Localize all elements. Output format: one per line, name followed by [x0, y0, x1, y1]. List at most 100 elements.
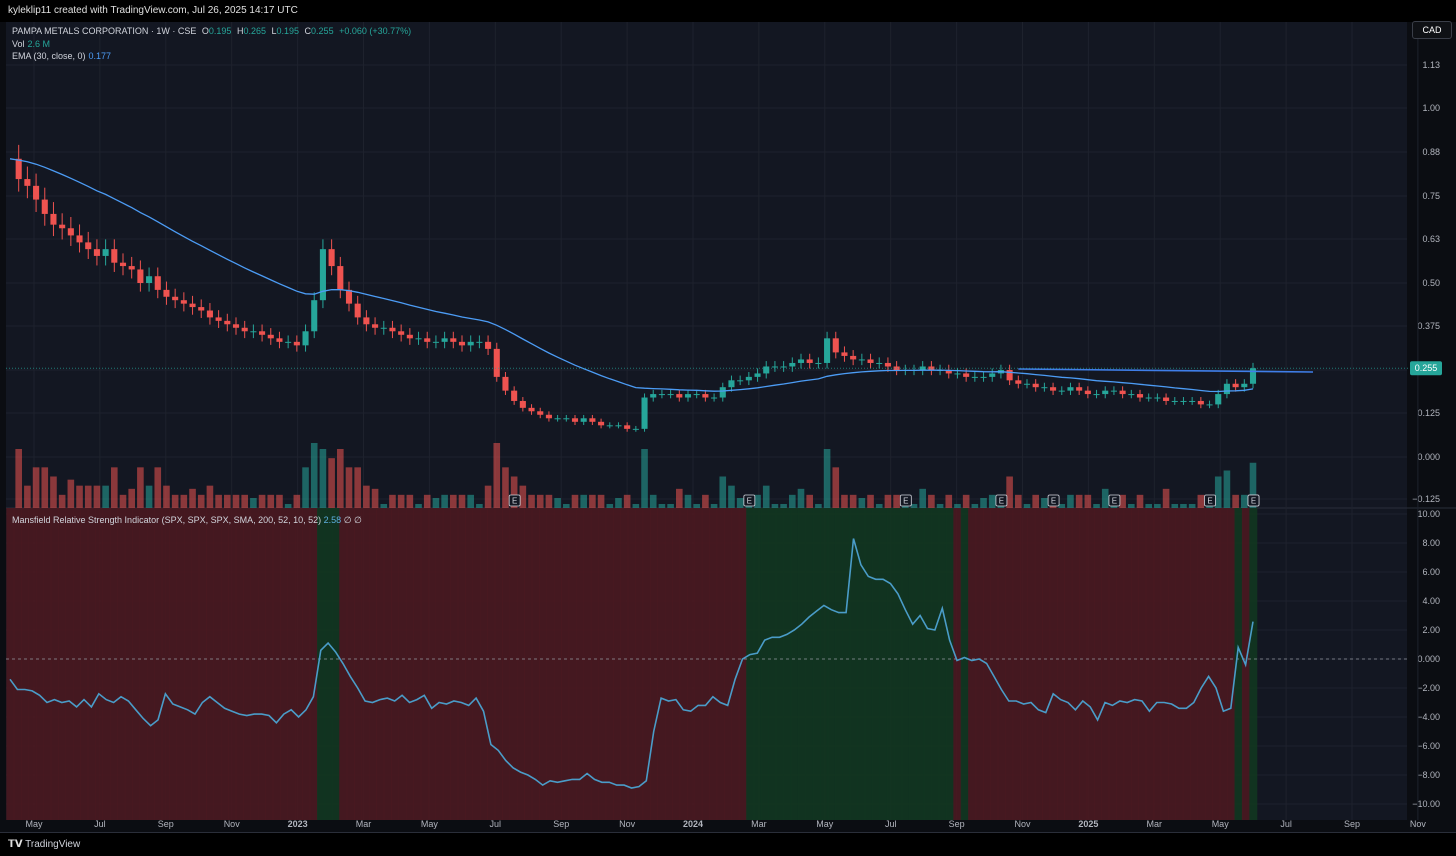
volume-bar — [676, 488, 683, 508]
indicator-axis-tick: 10.00 — [1417, 509, 1440, 519]
earnings-marker — [743, 494, 756, 507]
time-axis-tick: Nov — [224, 819, 241, 829]
candle-body — [259, 331, 266, 335]
rs-zone — [213, 508, 222, 820]
volume-bar — [137, 467, 144, 508]
volume-bar — [606, 504, 614, 508]
volume-bar — [467, 494, 474, 508]
rs-zone — [331, 508, 340, 820]
rs-zone — [849, 508, 858, 820]
candle-body — [172, 296, 179, 301]
time-axis-tick: Nov — [1410, 819, 1427, 829]
rs-zone — [487, 508, 496, 820]
volume-bar — [519, 485, 527, 508]
volume-bar — [397, 494, 405, 508]
volume-bar — [815, 504, 822, 508]
candle-body — [528, 407, 535, 412]
candle-body — [632, 428, 639, 430]
candle-body — [502, 376, 509, 391]
earnings-marker — [995, 494, 1008, 507]
attribution-text: kyleklip11 created with TradingView.com,… — [8, 5, 298, 16]
candle-body — [485, 341, 492, 349]
volume-label[interactable]: Vol — [12, 38, 25, 49]
candle-body — [363, 317, 370, 325]
rs-zone — [1182, 508, 1191, 820]
rs-zone — [731, 508, 740, 820]
time-axis-tick: Jul — [885, 819, 897, 829]
rs-zone — [1101, 508, 1110, 820]
rs-zone — [1116, 508, 1125, 820]
rs-zone — [272, 508, 281, 820]
earnings-marker-label: E — [512, 497, 517, 506]
volume-bar — [641, 449, 648, 508]
rs-zone — [413, 508, 422, 820]
rs-zone — [723, 508, 732, 820]
volume-bar — [667, 504, 674, 508]
candle-body — [728, 380, 735, 388]
volume-bar — [1058, 504, 1066, 508]
rs-zone — [405, 508, 414, 820]
candle-body — [1093, 394, 1100, 396]
indicator-axis-tick: −2.00 — [1417, 683, 1440, 693]
earnings-marker-label: E — [999, 497, 1004, 506]
rs-zone — [805, 508, 814, 820]
candle-body — [771, 366, 778, 368]
volume-bar — [276, 494, 283, 508]
candle-body — [676, 394, 683, 398]
indicator-value: 2.58 — [323, 515, 342, 525]
open-label: O — [201, 26, 209, 36]
rs-zone — [324, 508, 333, 820]
volume-bar — [1188, 504, 1196, 508]
volume-bar — [1023, 504, 1031, 508]
candle-body — [345, 289, 353, 304]
chart-canvas[interactable]: 1.131.000.880.750.630.500.3750.2500.1250… — [0, 22, 1456, 832]
rs-zone — [87, 508, 96, 820]
candle-body — [1041, 387, 1048, 389]
main-pane-background — [6, 22, 1407, 508]
candle-body — [919, 366, 926, 370]
volume-bar — [232, 494, 240, 508]
candle-body — [1232, 383, 1239, 388]
tradingview-logo-icon[interactable]: 𝗧𝗩 — [8, 839, 23, 850]
candle-body — [580, 418, 587, 422]
rs-zone — [1049, 508, 1058, 820]
currency-button[interactable]: CAD — [1412, 21, 1452, 39]
candle-body — [615, 425, 622, 427]
candle-body — [945, 370, 952, 374]
rs-zone — [642, 508, 651, 820]
volume-bar — [875, 504, 883, 508]
volume-bar — [597, 494, 605, 508]
candle-body — [989, 373, 996, 377]
rs-zone — [613, 508, 622, 820]
trend-line — [1018, 368, 1314, 373]
candle-body — [1145, 397, 1152, 399]
time-axis-tick: Mar — [751, 819, 767, 829]
rs-zone — [450, 508, 459, 820]
volume-bar — [554, 498, 561, 508]
volume-bar — [215, 494, 222, 508]
candle-body — [702, 394, 709, 398]
rs-zone — [109, 508, 118, 820]
rs-zone — [753, 508, 762, 820]
volume-bar — [302, 467, 309, 508]
price-axis-tick: 1.00 — [1422, 103, 1440, 113]
rs-zone — [1093, 508, 1102, 820]
time-axis-tick: 2025 — [1078, 819, 1098, 829]
ema-label[interactable]: EMA (30, close, 0) — [12, 51, 86, 61]
symbol-name[interactable]: PAMPA METALS CORPORATION · 1W · CSE — [12, 26, 197, 36]
candle-body — [1163, 397, 1170, 401]
rs-zone — [1197, 508, 1206, 820]
rs-zone — [775, 508, 784, 820]
rs-zone — [931, 508, 940, 820]
volume-bar — [145, 485, 153, 508]
rs-zone — [257, 508, 266, 820]
rs-zone — [916, 508, 925, 820]
rs-zone — [1167, 508, 1176, 820]
volume-bar — [971, 504, 979, 508]
rs-zone — [28, 508, 37, 820]
footer-brand[interactable]: TradingView — [25, 839, 81, 850]
rs-zone — [871, 508, 880, 820]
candle-body — [876, 362, 883, 364]
indicator-label[interactable]: Mansfield Relative Strength Indicator (S… — [12, 515, 322, 525]
rs-zone — [435, 508, 444, 820]
